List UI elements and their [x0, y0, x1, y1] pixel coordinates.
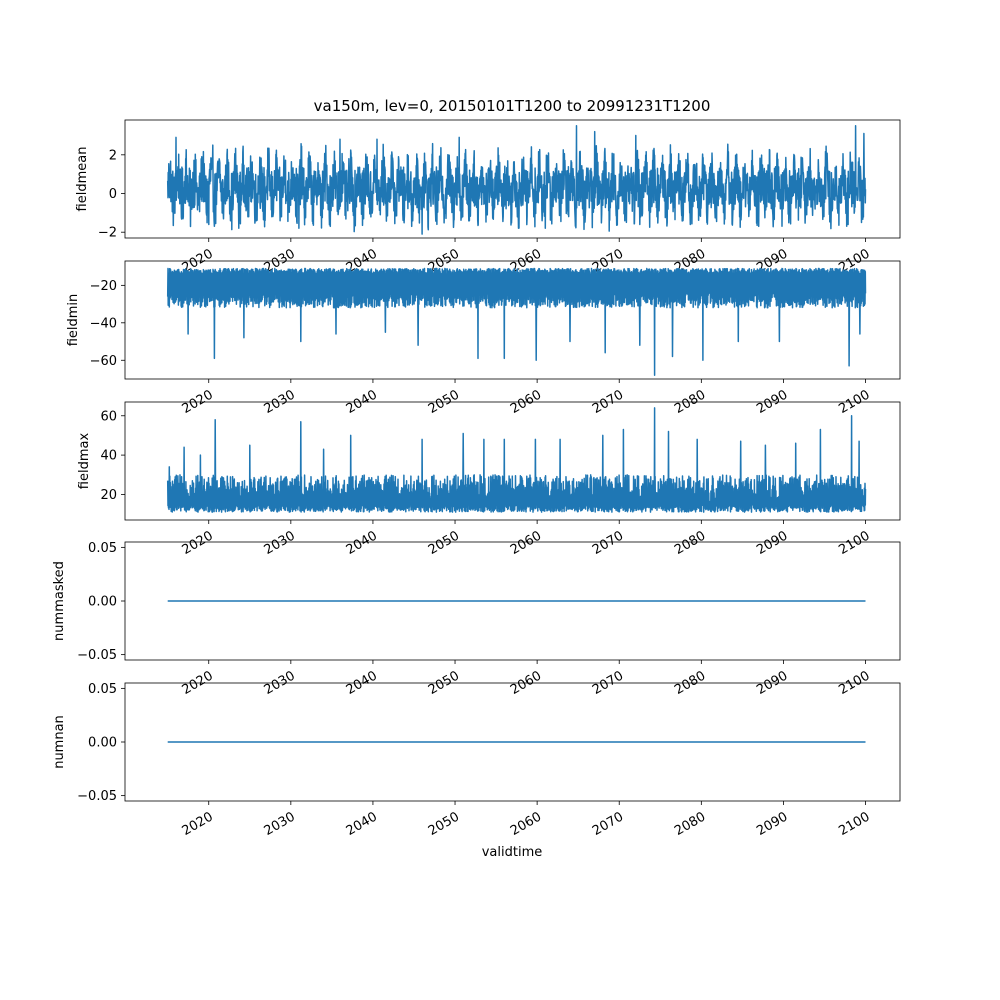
y-axis-label-numnan: numnan — [52, 715, 67, 769]
x-axis-label: validtime — [482, 845, 543, 860]
axes-frame — [124, 401, 901, 521]
y-tick-label: 0 — [109, 187, 117, 202]
series-line-fieldmean — [166, 125, 867, 235]
chart-title: va150m, lev=0, 20150101T1200 to 20991231… — [314, 97, 711, 115]
y-tick-label: −20 — [90, 279, 117, 294]
y-tick-label: 20 — [100, 488, 117, 503]
y-tick-label: −60 — [90, 354, 117, 369]
y-axis-label-fieldmax: fieldmax — [77, 433, 92, 490]
y-axis-label-fieldmin: fieldmin — [66, 294, 81, 347]
axes-frame — [124, 260, 901, 380]
y-tick-label: 0.00 — [88, 595, 117, 610]
y-tick-label: 0.00 — [88, 736, 117, 751]
y-tick-label: −0.05 — [77, 648, 117, 663]
y-axis-label-nummasked: nummasked — [52, 561, 67, 641]
y-tick-label: 0.05 — [88, 541, 117, 556]
series-line-fieldmin — [166, 267, 867, 377]
y-tick-label: 60 — [100, 409, 117, 424]
axes-frame — [124, 119, 901, 239]
y-tick-label: −40 — [90, 316, 117, 331]
series-line-fieldmax — [166, 407, 867, 513]
y-tick-label: −2 — [98, 226, 117, 241]
y-tick-label: 2 — [109, 148, 117, 163]
y-tick-label: 40 — [100, 449, 117, 464]
y-tick-label: 0.05 — [88, 682, 117, 697]
y-tick-label: −0.05 — [77, 789, 117, 804]
y-axis-label-fieldmean: fieldmean — [75, 147, 90, 212]
